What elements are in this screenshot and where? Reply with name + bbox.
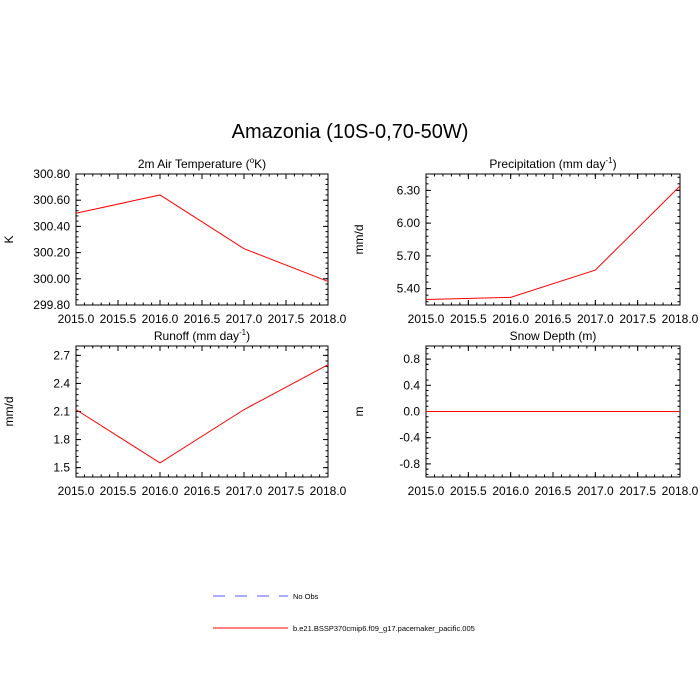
plot-frame	[75, 345, 329, 478]
y-tick-label: 6.30	[397, 183, 421, 197]
x-tick-label: 2016.5	[535, 312, 572, 326]
legend-label: No Obs	[293, 592, 319, 601]
y-tick-label: 5.70	[397, 249, 421, 263]
y-tick-label: 300.20	[33, 246, 70, 260]
x-tick-label: 2017.5	[268, 484, 305, 498]
y-tick-label: 1.8	[53, 433, 70, 447]
x-tick-label: 2016.5	[535, 484, 572, 498]
x-tick-label: 2016.0	[492, 484, 529, 498]
x-tick-label: 2015.0	[58, 312, 95, 326]
y-axis-label: m	[352, 407, 366, 417]
series-line	[425, 185, 681, 301]
y-tick-label: 2.1	[53, 405, 70, 419]
x-tick-label: 2017.0	[226, 312, 263, 326]
x-tick-label: 2018.0	[310, 312, 347, 326]
y-tick-label: 0.0	[403, 405, 420, 419]
y-tick-label: 2.7	[53, 348, 70, 362]
y-tick-label: 0.8	[403, 352, 420, 366]
x-tick-label: 2017.0	[577, 312, 614, 326]
x-tick-label: 2015.5	[450, 312, 487, 326]
y-tick-label: -0.4	[399, 431, 420, 445]
panel-title: Runoff (mm day-1)	[154, 328, 250, 343]
y-tick-label: 2.4	[53, 376, 70, 390]
plot-frame	[75, 173, 329, 306]
x-tick-label: 2015.5	[450, 484, 487, 498]
x-tick-label: 2017.0	[226, 484, 263, 498]
y-tick-label: 6.00	[397, 216, 421, 230]
y-tick-label: 1.5	[53, 461, 70, 475]
y-tick-label: 299.80	[33, 298, 70, 312]
y-tick-label: 300.40	[33, 219, 70, 233]
x-tick-label: 2018.0	[662, 484, 699, 498]
x-tick-label: 2016.5	[184, 312, 221, 326]
panel-title: Precipitation (mm day-1)	[489, 156, 616, 171]
x-tick-label: 2015.0	[408, 484, 445, 498]
x-tick-label: 2017.5	[268, 312, 305, 326]
y-axis-label: mm/d	[2, 397, 16, 427]
x-tick-label: 2017.0	[577, 484, 614, 498]
y-tick-label: 5.40	[397, 282, 421, 296]
main-title: Amazonia (10S-0,70-50W)	[231, 121, 469, 143]
plot-frame	[425, 173, 681, 306]
x-tick-label: 2016.5	[184, 484, 221, 498]
x-tick-label: 2018.0	[310, 484, 347, 498]
series-line	[75, 194, 329, 282]
y-tick-label: 300.80	[33, 167, 70, 181]
y-tick-label: -0.8	[399, 457, 420, 471]
x-tick-label: 2017.5	[619, 484, 656, 498]
legend-label: b.e21.BSSP370cmip6.f09_g17.pacemaker_pac…	[293, 624, 475, 633]
y-tick-label: 0.4	[403, 378, 420, 392]
y-tick-label: 300.00	[33, 272, 70, 286]
x-tick-label: 2018.0	[662, 312, 699, 326]
x-tick-label: 2016.0	[142, 484, 179, 498]
series-line	[75, 364, 329, 464]
x-tick-label: 2017.5	[619, 312, 656, 326]
panel-title: 2m Air Temperature (oK)	[138, 156, 266, 171]
x-tick-label: 2016.0	[142, 312, 179, 326]
x-tick-label: 2015.0	[408, 312, 445, 326]
x-tick-label: 2015.5	[100, 484, 137, 498]
x-tick-label: 2016.0	[492, 312, 529, 326]
panel-title: Snow Depth (m)	[510, 329, 597, 343]
x-tick-label: 2015.0	[58, 484, 95, 498]
y-axis-label: K	[2, 235, 16, 243]
y-axis-label: mm/d	[352, 225, 366, 255]
y-tick-label: 300.60	[33, 193, 70, 207]
x-tick-label: 2015.5	[100, 312, 137, 326]
